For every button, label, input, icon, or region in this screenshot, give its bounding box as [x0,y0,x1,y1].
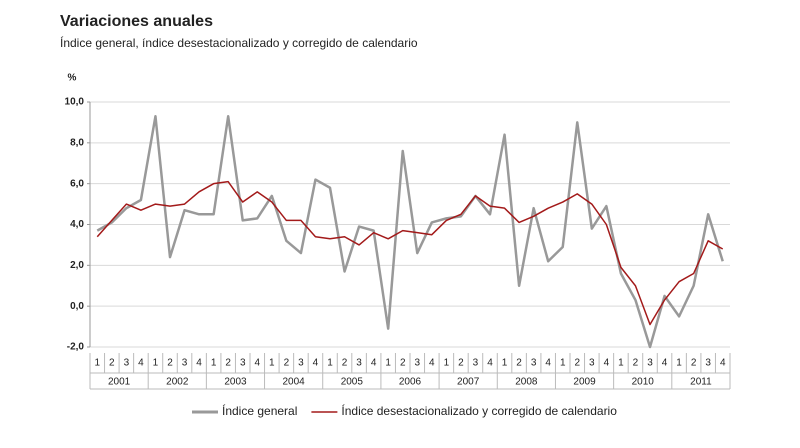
x-tick-label: 2 [458,358,464,369]
year-label: 2001 [108,377,131,388]
x-tick-label: 2 [516,358,522,369]
x-tick-label: 4 [138,358,144,369]
y-tick-label: -2,0 [67,342,85,353]
x-tick-label: 2 [284,358,290,369]
year-label: 2005 [341,377,364,388]
year-label: 2002 [166,377,189,388]
x-tick-label: 2 [225,358,231,369]
x-tick-label: 1 [269,358,275,369]
year-label: 2008 [515,377,538,388]
y-tick-label: 8,0 [70,137,84,148]
x-tick-label: 3 [589,358,595,369]
x-tick-label: 3 [356,358,362,369]
x-tick-label: 1 [211,358,217,369]
x-tick-label: 2 [574,358,580,369]
x-tick-label: 1 [94,358,100,369]
x-tick-label: 4 [662,358,668,369]
y-tick-label: 10,0 [65,97,85,108]
x-tick-label: 1 [153,358,159,369]
x-tick-label: 2 [691,358,697,369]
year-label: 2009 [573,377,596,388]
x-tick-label: 1 [385,358,391,369]
x-tick-label: 4 [254,358,260,369]
x-tick-label: 3 [473,358,479,369]
y-tick-label: 4,0 [70,219,84,230]
x-tick-label: 4 [487,358,493,369]
y-tick-label: 6,0 [70,178,84,189]
x-tick-label: 2 [400,358,406,369]
y-tick-label: 0,0 [70,301,84,312]
year-label: 2010 [632,377,655,388]
x-tick-label: 2 [167,358,173,369]
year-label: 2011 [690,377,712,388]
x-tick-label: 1 [444,358,450,369]
x-tick-label: 4 [545,358,551,369]
year-label: 2007 [457,377,480,388]
legend-label: Índice general [222,403,297,418]
year-label: 2003 [224,377,247,388]
x-tick-label: 3 [124,358,130,369]
x-tick-label: 1 [618,358,624,369]
x-tick-label: 2 [342,358,348,369]
x-tick-label: 3 [705,358,711,369]
x-tick-label: 4 [371,358,377,369]
x-tick-label: 4 [196,358,202,369]
x-tick-label: 1 [502,358,508,369]
x-tick-label: 3 [298,358,304,369]
y-axis-label: % [68,73,77,84]
x-tick-label: 4 [313,358,319,369]
x-tick-label: 3 [240,358,246,369]
series-line [96,180,724,326]
chart-subtitle: Índice general, índice desestacionalizad… [60,35,418,50]
x-tick-label: 1 [676,358,682,369]
x-tick-label: 2 [109,358,115,369]
x-tick-label: 4 [429,358,435,369]
x-tick-label: 3 [414,358,420,369]
legend-label: Índice desestacionalizado y corregido de… [341,403,617,418]
x-tick-label: 2 [633,358,639,369]
x-tick-label: 3 [531,358,537,369]
year-label: 2006 [399,377,422,388]
year-label: 2004 [283,377,306,388]
x-tick-label: 3 [182,358,188,369]
x-tick-label: 3 [647,358,653,369]
x-tick-label: 4 [720,358,726,369]
x-tick-label: 4 [604,358,610,369]
y-tick-label: 2,0 [70,260,84,271]
chart-title: Variaciones anuales [60,13,213,30]
x-tick-label: 1 [327,358,333,369]
x-tick-label: 1 [560,358,566,369]
